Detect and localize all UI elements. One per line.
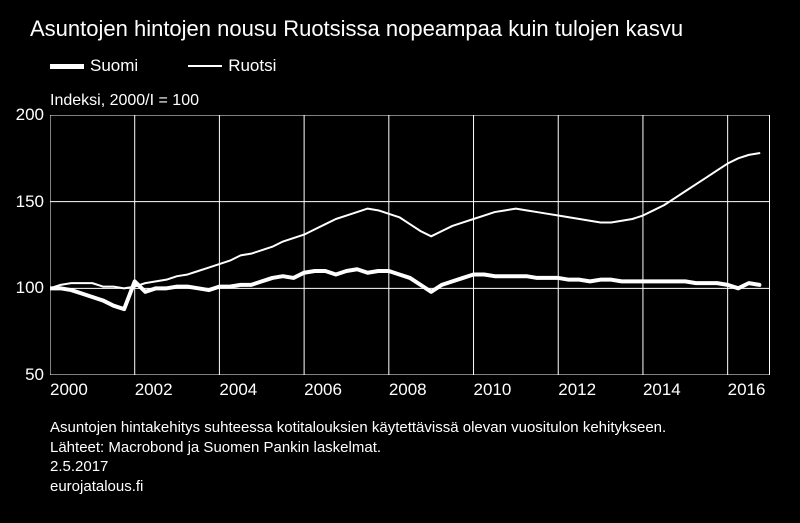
chart-container: Asuntojen hintojen nousu Ruotsissa nopea… xyxy=(0,0,800,523)
x-tick-label: 2002 xyxy=(135,380,185,400)
x-tick-label: 2008 xyxy=(389,380,439,400)
chart-title: Asuntojen hintojen nousu Ruotsissa nopea… xyxy=(30,16,683,42)
chart-subtitle: Indeksi, 2000/I = 100 xyxy=(50,92,199,110)
y-tick-label: 150 xyxy=(4,192,44,212)
x-tick-label: 2006 xyxy=(304,380,354,400)
footer-line-3: 2.5.2017 xyxy=(50,457,666,477)
legend: Suomi Ruotsi xyxy=(50,56,276,76)
legend-label-ruotsi: Ruotsi xyxy=(228,56,276,76)
x-tick-label: 2000 xyxy=(50,380,100,400)
plot-svg xyxy=(50,115,770,375)
x-tick-label: 2012 xyxy=(558,380,608,400)
x-tick-label: 2014 xyxy=(643,380,693,400)
footer-line-2: Lähteet: Macrobond ja Suomen Pankin lask… xyxy=(50,438,666,458)
legend-swatch-ruotsi xyxy=(188,65,222,67)
x-tick-label: 2010 xyxy=(474,380,524,400)
legend-item-ruotsi: Ruotsi xyxy=(188,56,276,76)
legend-label-suomi: Suomi xyxy=(90,56,138,76)
chart-footer: Asuntojen hintakehitys suhteessa kotital… xyxy=(50,418,666,496)
footer-line-1: Asuntojen hintakehitys suhteessa kotital… xyxy=(50,418,666,438)
x-tick-label: 2016 xyxy=(728,380,778,400)
legend-item-suomi: Suomi xyxy=(50,56,138,76)
x-tick-label: 2004 xyxy=(219,380,269,400)
legend-swatch-suomi xyxy=(50,64,84,69)
y-tick-label: 200 xyxy=(4,105,44,125)
y-tick-label: 100 xyxy=(4,278,44,298)
y-tick-label: 50 xyxy=(4,365,44,385)
footer-line-4: eurojatalous.fi xyxy=(50,477,666,497)
plot-area xyxy=(50,115,770,375)
